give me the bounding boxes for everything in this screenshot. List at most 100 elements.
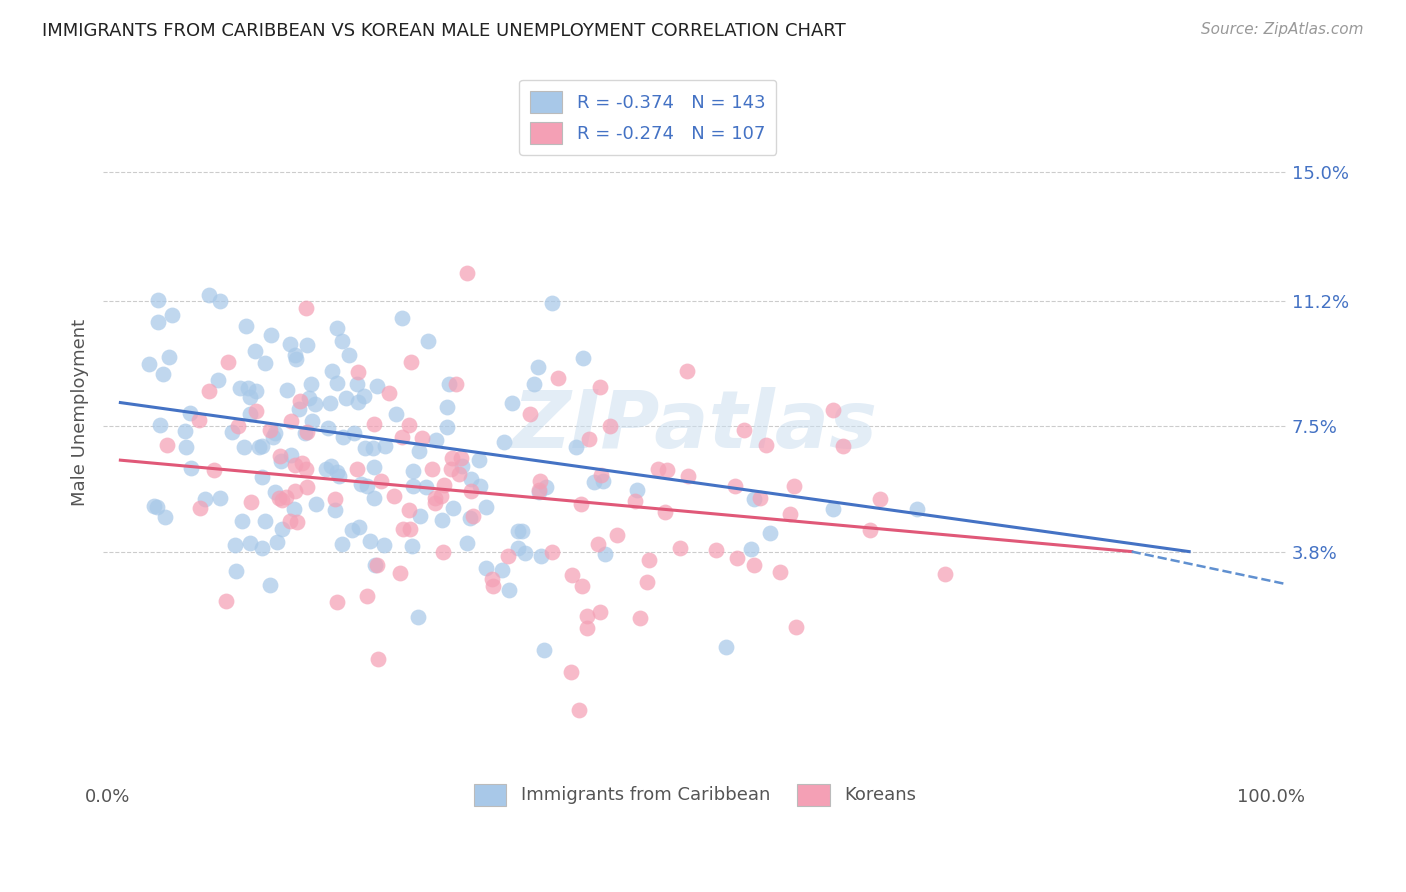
Point [450, 450, 472, 465]
Point [491, 563, 513, 577]
Point [430, 489, 453, 503]
Point [759, 525, 782, 540]
Point [391, 430, 413, 444]
Point [259, 423, 281, 437]
Point [245, 384, 267, 398]
Point [401, 539, 423, 553]
Point [174, 425, 197, 439]
Point [456, 266, 478, 280]
Point [274, 490, 297, 504]
Point [356, 479, 378, 493]
Point [332, 429, 354, 443]
Point [440, 461, 463, 475]
Point [592, 474, 614, 488]
Point [571, 579, 593, 593]
Point [714, 640, 737, 654]
Point [250, 470, 273, 484]
Point [461, 509, 484, 524]
Point [391, 310, 413, 325]
Point [316, 421, 339, 435]
Point [626, 483, 648, 498]
Point [460, 472, 482, 486]
Point [430, 512, 453, 526]
Point [138, 357, 160, 371]
Point [366, 379, 388, 393]
Point [284, 458, 307, 472]
Point [534, 480, 557, 494]
Point [475, 560, 498, 574]
Point [250, 541, 273, 555]
Point [263, 426, 285, 441]
Point [326, 465, 349, 479]
Point [420, 462, 443, 476]
Point [363, 491, 385, 505]
Point [239, 407, 262, 421]
Point [498, 582, 520, 597]
Point [298, 391, 321, 405]
Point [188, 500, 211, 515]
Point [733, 423, 755, 437]
Point [321, 364, 343, 378]
Point [374, 439, 396, 453]
Point [869, 492, 891, 507]
Point [481, 579, 503, 593]
Point [456, 536, 478, 550]
Point [676, 469, 699, 483]
Text: 0.0%: 0.0% [86, 789, 131, 806]
Point [506, 524, 529, 539]
Point [460, 484, 482, 499]
Point [353, 441, 375, 455]
Point [654, 505, 676, 519]
Point [742, 491, 765, 506]
Point [304, 397, 326, 411]
Point [513, 546, 536, 560]
Point [408, 444, 430, 458]
Point [323, 492, 346, 507]
Point [432, 545, 454, 559]
Point [821, 403, 844, 417]
Point [283, 502, 305, 516]
Point [779, 507, 801, 521]
Point [153, 509, 176, 524]
Point [326, 595, 349, 609]
Point [156, 438, 179, 452]
Point [749, 491, 772, 506]
Point [418, 334, 440, 349]
Point [149, 418, 172, 433]
Point [560, 665, 582, 679]
Point [606, 528, 628, 542]
Point [301, 414, 323, 428]
Point [342, 426, 364, 441]
Point [586, 537, 609, 551]
Point [636, 574, 658, 589]
Point [444, 376, 467, 391]
Point [408, 508, 430, 523]
Point [470, 479, 492, 493]
Point [353, 389, 375, 403]
Point [378, 386, 401, 401]
Point [278, 514, 301, 528]
Point [523, 377, 546, 392]
Point [236, 381, 259, 395]
Point [198, 384, 221, 398]
Point [330, 537, 353, 551]
Point [783, 479, 806, 493]
Point [441, 500, 464, 515]
Point [599, 418, 621, 433]
Point [363, 417, 385, 432]
Point [146, 500, 169, 515]
Point [208, 294, 231, 309]
Point [821, 502, 844, 516]
Point [575, 608, 598, 623]
Point [561, 568, 583, 582]
Point [325, 320, 347, 334]
Point [224, 537, 246, 551]
Point [250, 439, 273, 453]
Point [519, 407, 541, 421]
Point [271, 493, 294, 508]
Point [160, 308, 183, 322]
Point [467, 452, 489, 467]
Point [240, 495, 263, 509]
Point [346, 377, 368, 392]
Point [905, 502, 928, 516]
